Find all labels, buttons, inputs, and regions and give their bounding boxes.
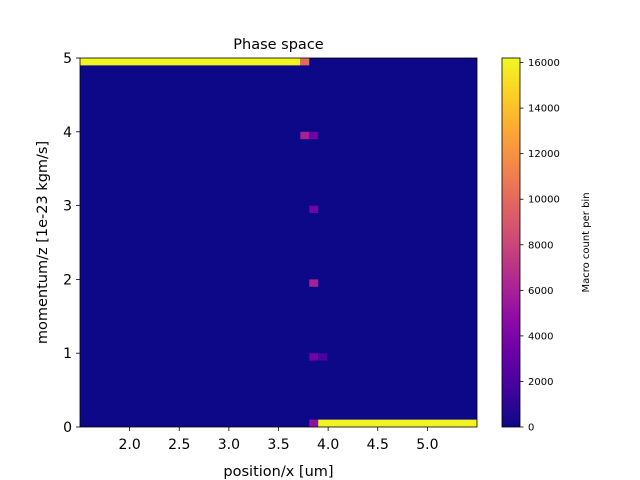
colorbar-tick-label: 6000 [528,286,553,297]
y-tick-label: 2 [63,272,72,288]
x-tick-label: 4.0 [317,437,339,453]
x-axis: 2.0 2.5 3.0 3.5 4.0 4.5 5.0 [118,427,439,453]
heatmap-cell [318,353,328,361]
x-tick-label: 3.5 [267,437,289,453]
heatmap-cell [80,58,301,66]
x-tick-label: 2.0 [118,437,140,453]
colorbar-ticks: 0 2000 4000 6000 8000 10000 12000 14000 16000 [520,58,560,434]
heatmap-cell [318,419,477,427]
x-tick-label: 2.5 [168,437,190,453]
x-tick-label: 5.0 [416,437,438,453]
y-axis-label: momentum/z [1e-23 kgm/s] [35,141,51,344]
colorbar-tick-label: 10000 [528,195,560,206]
colorbar-tick-label: 2000 [528,377,553,388]
y-tick-label: 3 [63,199,72,215]
colorbar-frame [501,57,521,428]
y-tick-label: 1 [63,346,72,362]
plot-area [79,57,478,428]
x-axis-label: position/x [um] [223,464,333,480]
colorbar-tick-label: 14000 [528,104,560,115]
y-tick-label: 5 [63,51,72,67]
heatmap-cell [309,419,319,427]
heatmap-cell [309,353,319,361]
colorbar-tick-label: 8000 [528,240,553,251]
colorbar-tick-label: 0 [528,423,534,434]
colorbar: 0 2000 4000 6000 8000 10000 12000 14000 16000 Ma… [501,57,592,434]
colorbar-tick-label: 4000 [528,331,553,342]
y-tick-label: 0 [63,420,72,436]
colorbar-label: Macro count per bin [581,192,592,292]
y-tick-label: 4 [63,125,72,141]
x-tick-label: 4.5 [367,437,389,453]
heatmap-cell [309,279,319,287]
y-axis: 0 1 2 3 4 5 [63,51,80,436]
heatmap-background [80,58,477,427]
heatmap-cell [309,205,319,213]
colorbar-gradient [502,58,520,427]
heatmap-cells [80,58,477,427]
heatmap-cell [309,131,319,140]
chart-title: Phase space [233,37,324,53]
heatmap-cell [300,131,310,140]
x-tick-label: 3.0 [218,437,240,453]
colorbar-tick-label: 16000 [528,58,560,69]
heatmap-cell [300,58,310,66]
colorbar-tick-label: 12000 [528,149,560,160]
